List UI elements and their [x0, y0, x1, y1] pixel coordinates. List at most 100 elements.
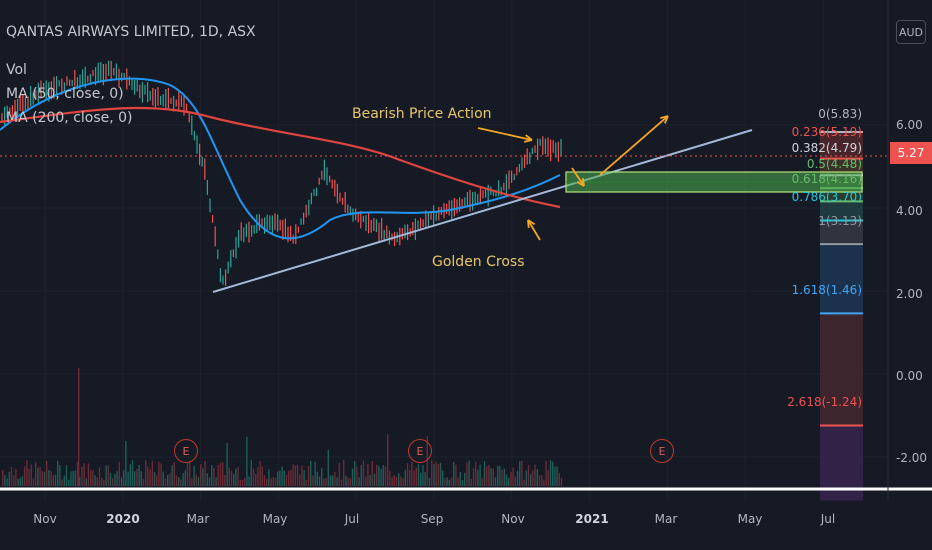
volume-bar: [2, 470, 4, 486]
volume-bar: [112, 478, 114, 486]
volume-bar: [490, 468, 492, 486]
volume-bar: [402, 478, 404, 486]
volume-bar: [499, 466, 501, 486]
volume-bar: [195, 474, 197, 486]
volume-bar: [409, 469, 411, 486]
x-tick-label: May: [737, 512, 763, 526]
volume-bar: [118, 461, 120, 486]
earnings-marker[interactable]: E: [174, 439, 198, 463]
volume-bar: [543, 479, 545, 486]
currency-button[interactable]: AUD: [896, 20, 926, 44]
volume-bar: [321, 468, 323, 486]
volume-bar: [373, 473, 376, 486]
volume-bar: [475, 461, 477, 486]
volume-bar: [283, 470, 285, 486]
volume-bar: [204, 460, 206, 486]
volume-bar: [197, 476, 200, 486]
volume-bar: [318, 476, 321, 486]
indicator-legend: Vol MA (50, close, 0) MA (200, close, 0): [6, 58, 133, 130]
volume-bar: [340, 479, 343, 486]
volume-bar: [246, 436, 248, 486]
volume-bar: [182, 473, 184, 486]
volume-bar: [360, 464, 362, 486]
volume-bar: [63, 475, 65, 486]
fib-zone: [820, 313, 863, 426]
volume-bar: [145, 460, 147, 486]
x-tick-label: Jul: [344, 512, 360, 526]
volume-bar: [70, 471, 72, 486]
volume-bar: [417, 464, 420, 486]
volume-bar: [367, 464, 369, 486]
volume-bar: [310, 460, 312, 486]
volume-bar: [202, 468, 204, 486]
volume-bar: [68, 479, 70, 486]
volume-bar: [510, 471, 512, 486]
volume-bar: [393, 475, 395, 486]
volume-bar: [114, 473, 116, 486]
volume-bar: [523, 479, 525, 486]
volume-bar: [219, 462, 222, 486]
legend-ma200[interactable]: MA (200, close, 0): [6, 110, 133, 126]
annotation-arrow: [477, 127, 533, 141]
volume-bar: [547, 470, 549, 486]
volume-bar: [17, 478, 19, 486]
volume-bar: [250, 460, 252, 486]
volume-bar: [248, 476, 250, 486]
volume-bar: [39, 466, 41, 486]
volume-bar: [233, 473, 235, 486]
legend-ma50[interactable]: MA (50, close, 0): [6, 86, 124, 102]
volume-bar: [404, 469, 406, 486]
volume-bar: [545, 460, 547, 486]
volume-bar: [261, 466, 263, 486]
volume-bar: [303, 470, 305, 486]
volume-bar: [224, 475, 226, 486]
volume-bar: [87, 463, 90, 486]
volume-bar: [8, 471, 10, 486]
x-tick-label: Sep: [420, 512, 444, 526]
earnings-marker[interactable]: E: [408, 439, 432, 463]
volume-bar: [285, 474, 288, 486]
volume-bar: [437, 464, 439, 486]
volume-bar: [208, 477, 211, 486]
volume-bar: [230, 470, 233, 486]
volume-bar: [50, 470, 52, 486]
volume-bar: [164, 478, 167, 486]
volume-bar: [10, 466, 13, 486]
volume-bar: [178, 477, 180, 486]
volume-bar: [237, 466, 239, 486]
volume-bar: [380, 468, 382, 486]
volume-bar: [123, 470, 125, 486]
earnings-marker[interactable]: E: [650, 439, 674, 463]
volume-bar: [327, 449, 329, 486]
volume-bar: [255, 473, 257, 486]
x-tick-label: May: [262, 512, 288, 526]
volume-bar: [160, 463, 162, 486]
y-tick-label: 4.00: [896, 204, 923, 218]
volume-bar: [244, 478, 246, 486]
volume-bar: [415, 467, 417, 486]
y-tick-label: -2.00: [896, 451, 928, 465]
volume-bar: [532, 470, 534, 486]
volume-bar: [259, 461, 261, 486]
volume-bar: [94, 475, 96, 486]
volume-bar: [391, 477, 393, 486]
volume-bar: [334, 472, 336, 486]
annotation-arrow-head: [524, 134, 533, 143]
fib-level-label: 0.382(4.79): [791, 141, 862, 155]
volume-bar: [358, 477, 360, 486]
volume-bar: [120, 477, 123, 486]
annotation-arrow-head: [660, 115, 669, 124]
annotation-arrow-head: [576, 177, 585, 187]
volume-bar: [483, 461, 486, 486]
volume-bar: [153, 472, 156, 486]
bearish-annotation: Bearish Price Action: [352, 106, 492, 122]
volume-bar: [426, 435, 428, 486]
legend-vol[interactable]: Vol: [6, 62, 27, 78]
volume-bar: [175, 475, 178, 486]
volume-bar: [494, 477, 497, 486]
trendline: [212, 129, 753, 293]
golden-cross-annotation: Golden Cross: [432, 254, 525, 270]
volume-bar: [59, 465, 61, 486]
volume-bar: [560, 477, 563, 486]
